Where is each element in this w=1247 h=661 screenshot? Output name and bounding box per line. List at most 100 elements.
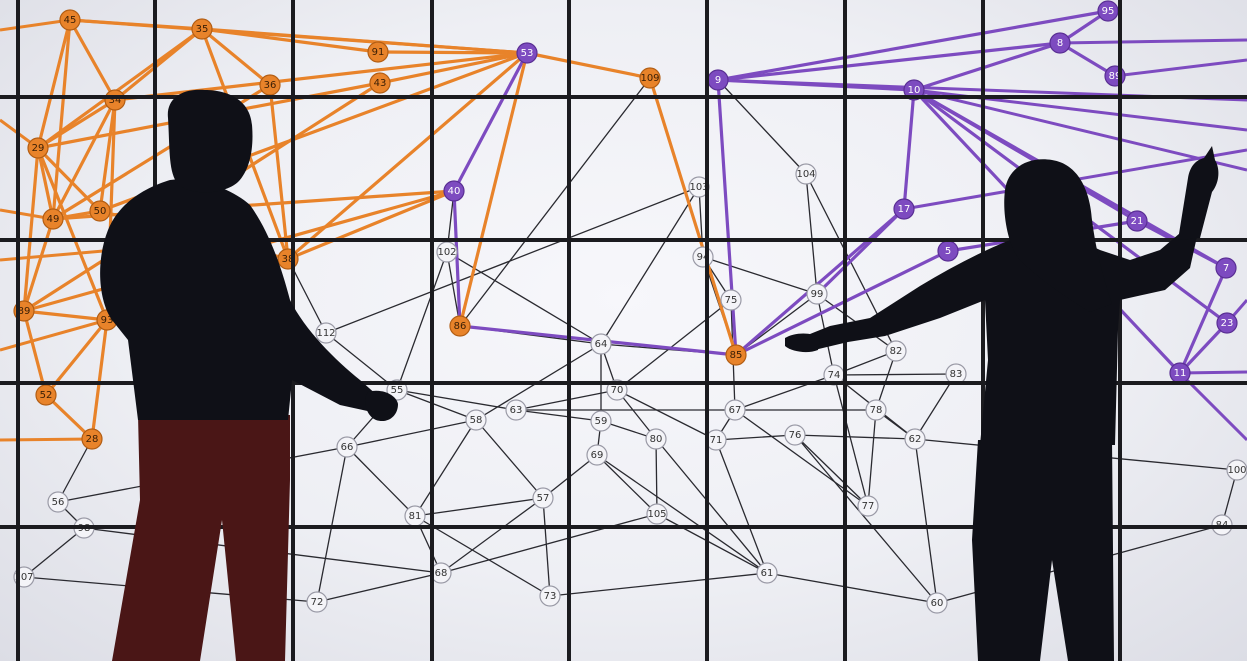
edge-black — [346, 419, 477, 448]
edge-purple — [1178, 321, 1229, 375]
graph-node: 52 — [35, 384, 57, 406]
edge-orange — [376, 50, 529, 55]
graph-node: 50 — [89, 200, 111, 222]
graph-node-label: 107 — [14, 572, 33, 583]
edge-black — [616, 389, 717, 441]
edge-purple-offscreen — [913, 88, 1247, 172]
graph-node-circle — [590, 333, 612, 355]
edge-orange — [525, 51, 652, 80]
edge-black — [794, 434, 938, 604]
graph-node: 100 — [1226, 459, 1247, 481]
edge-orange — [36, 27, 204, 150]
graph-node-circle — [646, 503, 668, 525]
graph-node: 11 — [1169, 362, 1191, 384]
graph-node: 43 — [369, 72, 391, 94]
graph-node: 76 — [784, 424, 806, 446]
graph-node-label: 17 — [898, 204, 911, 215]
graph-node-circle — [42, 208, 64, 230]
edge-orange — [36, 146, 102, 213]
graph-node: 35 — [191, 18, 213, 40]
edge-orange — [378, 51, 529, 85]
edge-purple — [716, 41, 1062, 82]
graph-node-label: 64 — [595, 339, 608, 350]
graph-node-label: 102 — [437, 247, 456, 258]
graph-node-circle — [639, 67, 661, 89]
graph-node: 61 — [756, 562, 778, 584]
edge-black — [794, 434, 869, 507]
graph-node: 40 — [443, 180, 465, 202]
edge-black — [446, 251, 602, 345]
graph-node-circle — [645, 428, 667, 450]
edge-black — [549, 572, 768, 597]
graph-node-label: 105 — [647, 509, 666, 520]
graph-node-label: 69 — [591, 450, 604, 461]
graph-node-label: 73 — [544, 591, 557, 602]
edge-black — [515, 389, 618, 411]
graph-node-circle — [89, 200, 111, 222]
edge-orange — [22, 146, 40, 313]
edge-orange — [22, 217, 55, 313]
edge-orange — [286, 189, 456, 261]
graph-node-label: 49 — [47, 214, 60, 225]
graph-node: 104 — [795, 163, 817, 185]
person-right-torso — [800, 228, 1198, 445]
graph-node: 81 — [404, 505, 426, 527]
graph-node-label: 5 — [945, 246, 951, 257]
graph-node: 82 — [885, 340, 907, 362]
graph-node-circle — [449, 315, 471, 337]
graph-node-circle — [306, 591, 328, 613]
graph-node-label: 99 — [811, 289, 824, 300]
edge-black — [702, 256, 818, 295]
graph-node-label: 55 — [391, 385, 404, 396]
graph-node-label: 38 — [282, 254, 295, 265]
graph-node: 78 — [865, 399, 887, 421]
edge-black — [734, 409, 869, 507]
graph-node-label: 112 — [316, 328, 335, 339]
graph-node: 72 — [306, 591, 328, 613]
edge-purple — [1178, 266, 1228, 375]
graph-node: 29 — [27, 137, 49, 159]
graph-node: 63 — [505, 399, 527, 421]
bezel-horizontal — [0, 381, 1247, 385]
graph-node: 53 — [516, 42, 538, 64]
graph-node: 7 — [1215, 257, 1237, 279]
graph-node-circle — [724, 399, 746, 421]
graph-node-label: 67 — [729, 405, 742, 416]
graph-node-label: 52 — [40, 390, 53, 401]
edge-orange — [36, 98, 117, 150]
graph-node-label: 93 — [101, 315, 114, 326]
graph-node: 91 — [367, 41, 389, 63]
graph-node-label: 10 — [908, 85, 921, 96]
graph-node-circle — [590, 410, 612, 432]
graph-node-label: 75 — [725, 295, 738, 306]
graph-node-label: 103 — [689, 182, 708, 193]
graph-node: 17 — [893, 198, 915, 220]
graph-node: 28 — [81, 428, 103, 450]
graph-node-label: 63 — [510, 405, 523, 416]
edge-black — [414, 419, 477, 517]
edge-purple — [912, 41, 1062, 92]
graph-node-circle — [47, 491, 69, 513]
edge-black — [396, 389, 517, 411]
edge-orange — [113, 51, 529, 102]
graph-node-label: 36 — [264, 80, 277, 91]
graph-node-circle — [725, 344, 747, 366]
graph-node-label: 58 — [470, 415, 483, 426]
graph-node: 64 — [590, 333, 612, 355]
graph-node-circle — [857, 495, 879, 517]
bezel-vertical — [16, 0, 20, 661]
edge-orange — [51, 18, 72, 221]
edge-black — [655, 438, 768, 574]
graph-node-label: 76 — [789, 430, 802, 441]
graph-node: 62 — [904, 428, 926, 450]
person-right-head — [1004, 159, 1112, 312]
graph-node-label: 53 — [521, 48, 534, 59]
graph-node-label: 66 — [341, 442, 354, 453]
edge-orange — [268, 83, 290, 261]
graph-node-label: 89 — [1109, 71, 1122, 82]
edge-orange — [200, 27, 272, 87]
graph-node: 5 — [937, 240, 959, 262]
edge-purple — [902, 88, 916, 211]
